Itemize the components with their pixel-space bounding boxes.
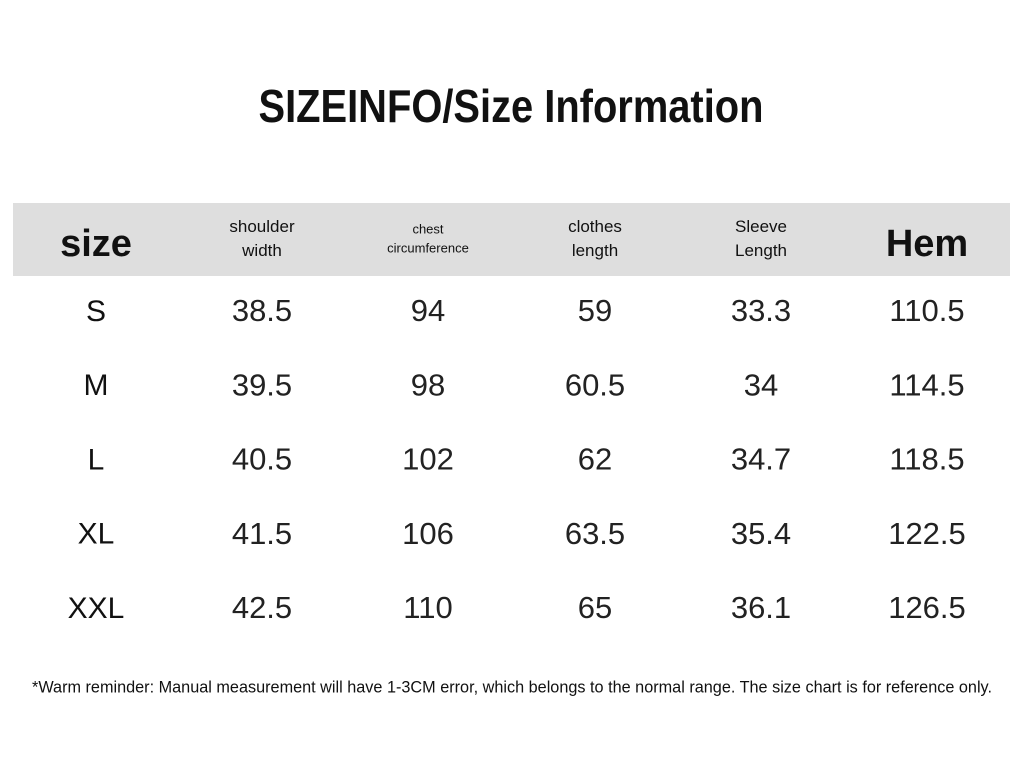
header-cell: Hem xyxy=(886,223,968,265)
size-table: size shoulder width chest circumference cloth… xyxy=(60,217,968,625)
table-cell: 60.5 xyxy=(565,367,625,402)
size-label: M xyxy=(84,369,109,402)
table-cell: 94 xyxy=(411,293,445,328)
footnote: *Warm reminder: Manual measurement will … xyxy=(32,677,992,696)
table-cell: 39.5 xyxy=(232,367,292,402)
table-cell: 63.5 xyxy=(565,516,625,551)
table-cell: 102 xyxy=(402,442,454,477)
table-cell: 35.4 xyxy=(731,516,791,551)
table-cell: 33.3 xyxy=(731,293,791,328)
header-band xyxy=(13,203,1010,276)
header-cell: Sleeve Length xyxy=(735,217,787,260)
header-cell: chest circumference xyxy=(387,222,469,256)
table-cell: 110 xyxy=(403,590,452,625)
header-cell: clothes length xyxy=(568,217,622,260)
table-cell: 118.5 xyxy=(889,442,964,477)
table-cell: 106 xyxy=(402,516,454,551)
table-cell: 98 xyxy=(411,367,445,402)
table-cell: 38.5 xyxy=(232,293,292,328)
table-cell: 40.5 xyxy=(232,442,292,477)
header-cell: size xyxy=(60,223,132,265)
header-line: Length xyxy=(735,241,787,260)
table-cell: 65 xyxy=(578,590,612,625)
table-cell: 34.7 xyxy=(731,442,791,477)
header-line: circumference xyxy=(387,241,469,256)
size-label: L xyxy=(88,443,105,476)
title: SIZEINFO/Size Information xyxy=(259,80,764,132)
size-label: S xyxy=(86,295,106,328)
table-cell: 42.5 xyxy=(232,590,292,625)
header-line: clothes xyxy=(568,217,622,236)
table-cell: 36.1 xyxy=(731,590,791,625)
header-line: chest xyxy=(412,222,443,237)
header-line: width xyxy=(241,241,282,260)
table-cell: 41.5 xyxy=(232,516,292,551)
header-line: Sleeve xyxy=(735,217,787,236)
table-cell: 59 xyxy=(578,293,612,328)
table-cell: 34 xyxy=(744,367,778,402)
table-cell: 126.5 xyxy=(888,590,966,625)
header-cell: shoulder width xyxy=(229,217,295,260)
size-label: XL xyxy=(78,518,115,551)
table-cell: 114.5 xyxy=(889,367,964,402)
header-line: length xyxy=(572,241,618,260)
table-cell: 110.5 xyxy=(889,293,964,328)
table-cell: 62 xyxy=(578,442,612,477)
table-cell: 122.5 xyxy=(888,516,966,551)
size-label: XXL xyxy=(68,592,125,625)
header-line: shoulder xyxy=(229,217,295,236)
